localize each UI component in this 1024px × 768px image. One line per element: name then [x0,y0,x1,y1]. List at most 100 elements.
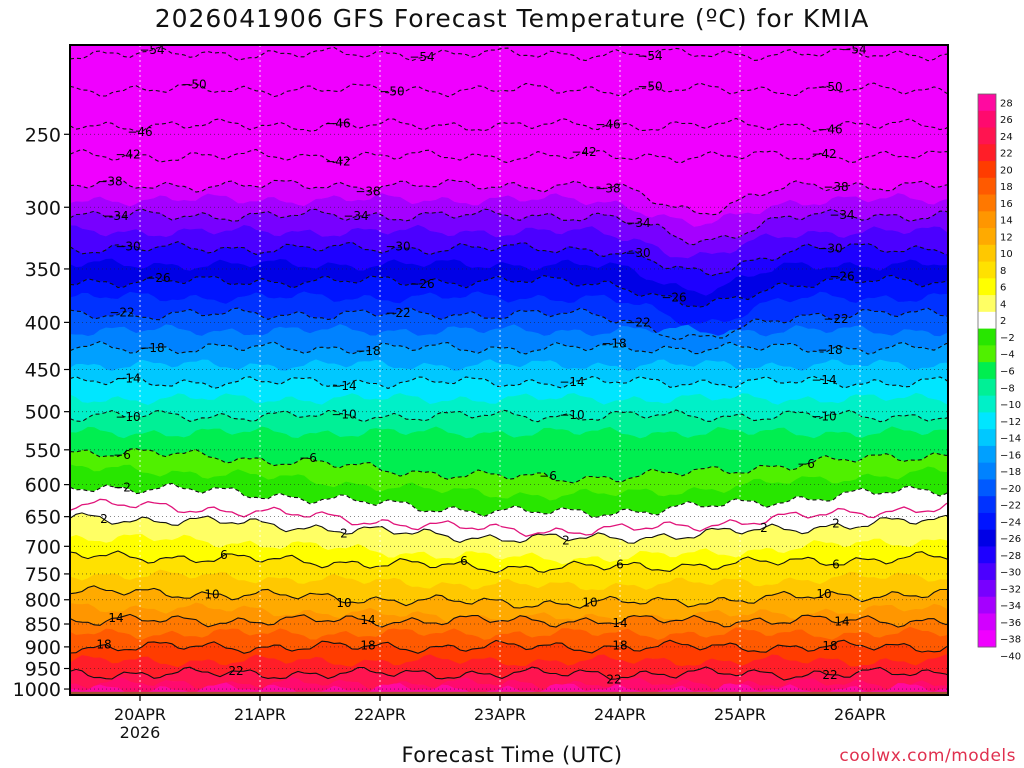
contour-label: 18 [822,639,837,653]
contour-label: −42 [115,148,140,162]
contour-label: −46 [325,117,350,131]
isotherm--30 [70,241,948,277]
chart-title: 2026041906 GFS Forecast Temperature (ºC)… [154,4,870,33]
isotherm-2 [70,512,948,544]
isotherm--14 [70,376,948,389]
contour-label: −14 [115,372,140,386]
colorbar-swatch [978,546,996,564]
contour-label: 14 [834,615,849,629]
contour-label: −50 [181,78,206,92]
colorbar-swatch [978,311,996,330]
contour-label: −34 [829,208,854,222]
y-tick-label: 800 [25,590,61,612]
colorbar-tick-label: −20 [1000,484,1021,495]
contour-label: −14 [559,375,584,389]
colorbar-swatch [978,261,996,279]
y-axis: 2503003504004505005506006507007508008509… [13,124,70,701]
colorbar-tick-label: 26 [1000,115,1013,126]
contour-label: 10 [582,595,597,609]
isotherm--10 [70,409,948,423]
colorbar-tick-label: −36 [1000,618,1021,629]
contour-label: 14 [108,611,123,625]
contour-label: −18 [817,343,842,357]
contour-label: −10 [811,410,836,424]
contour-label: 18 [360,639,375,653]
contour-label: −26 [145,271,170,285]
colorbar-swatch [978,144,996,162]
colorbar-tick-label: −26 [1000,534,1021,545]
contour-label: −38 [595,182,620,196]
colorbar-tick-label: 22 [1000,149,1013,160]
contour-label: 6 [460,554,468,568]
colorbar-swatch [978,563,996,581]
contour-label: 2 [562,533,570,547]
colorbar-tick-label: 6 [1000,283,1006,294]
colorbar-swatch [978,177,996,196]
contour-label: −18 [355,344,380,358]
y-tick-label: 550 [25,440,61,462]
contour-label: −34 [343,209,368,223]
colorbar-tick-label: −40 [1000,651,1021,662]
isotherm--22 [70,307,948,341]
contour-label: −10 [559,408,584,422]
contour-label: −46 [595,117,620,131]
contour-label: −26 [661,291,686,305]
credit-link[interactable]: coolwx.com/models [839,746,1016,766]
isotherm-contours [70,46,948,681]
y-tick-label: 850 [25,614,61,636]
y-tick-label: 650 [25,507,61,529]
contour-label: 2 [760,521,768,535]
x-tick-label: 24APR [594,705,646,724]
contour-label: −18 [601,337,626,351]
colorbar-tick-label: 2 [1000,316,1006,327]
contour-label: −18 [139,341,164,355]
isotherm-18 [70,639,948,654]
contour-label: −42 [325,155,350,169]
isotherm-22 [70,666,948,681]
contour-label: −22 [823,312,848,326]
ground-surface [70,691,948,695]
isotherm--54 [70,46,948,62]
y-tick-label: 700 [25,536,61,558]
colorbar-swatch [978,512,996,531]
colorbar-swatch [978,127,996,145]
contour-label: −30 [385,240,410,254]
colorbar-swatch [978,110,996,129]
colorbar-tick-label: −38 [1000,635,1021,646]
colorbar-swatch [978,161,996,179]
colorbar-tick-label: −14 [1000,434,1021,445]
x-tick-label: 21APR [234,705,286,724]
contour-label: −14 [331,379,356,393]
colorbar-tick-label: −12 [1000,417,1021,428]
contour-label: −38 [355,185,380,199]
contour-label: 22 [228,664,243,678]
y-tick-label: 350 [25,259,61,281]
colorbar-swatch [978,94,996,112]
contour-label: −30 [817,242,842,256]
y-tick-label: 750 [25,564,61,586]
contour-label: 22 [606,673,621,687]
colorbar-swatch [978,295,996,313]
colorbar-swatch [978,596,996,614]
contour-label: −50 [817,80,842,94]
colorbar-tick-label: 24 [1000,132,1013,143]
x-tick-label: 23APR [474,705,526,724]
contour-label: −38 [97,174,122,188]
x-tick-label: 22APR [354,705,406,724]
contour-label: −54 [139,43,164,57]
temperature-field [70,45,948,695]
colorbar-swatch [978,429,996,447]
colorbar-frame [977,93,997,648]
colorbar-tick-label: −32 [1000,584,1021,595]
y-tick-label: 1000 [13,679,61,701]
contour-label: 14 [360,613,375,627]
colorbar-swatch [978,412,996,430]
colorbar-tick-label: −34 [1000,601,1021,612]
colorbar-swatch [978,479,996,497]
contour-label: −34 [625,216,650,230]
colorbar-swatch [978,362,996,380]
isotherm--2 [70,482,948,518]
contour-label: 6 [220,548,228,562]
isotherm-10 [70,585,948,609]
colorbar-swatch [978,194,996,212]
